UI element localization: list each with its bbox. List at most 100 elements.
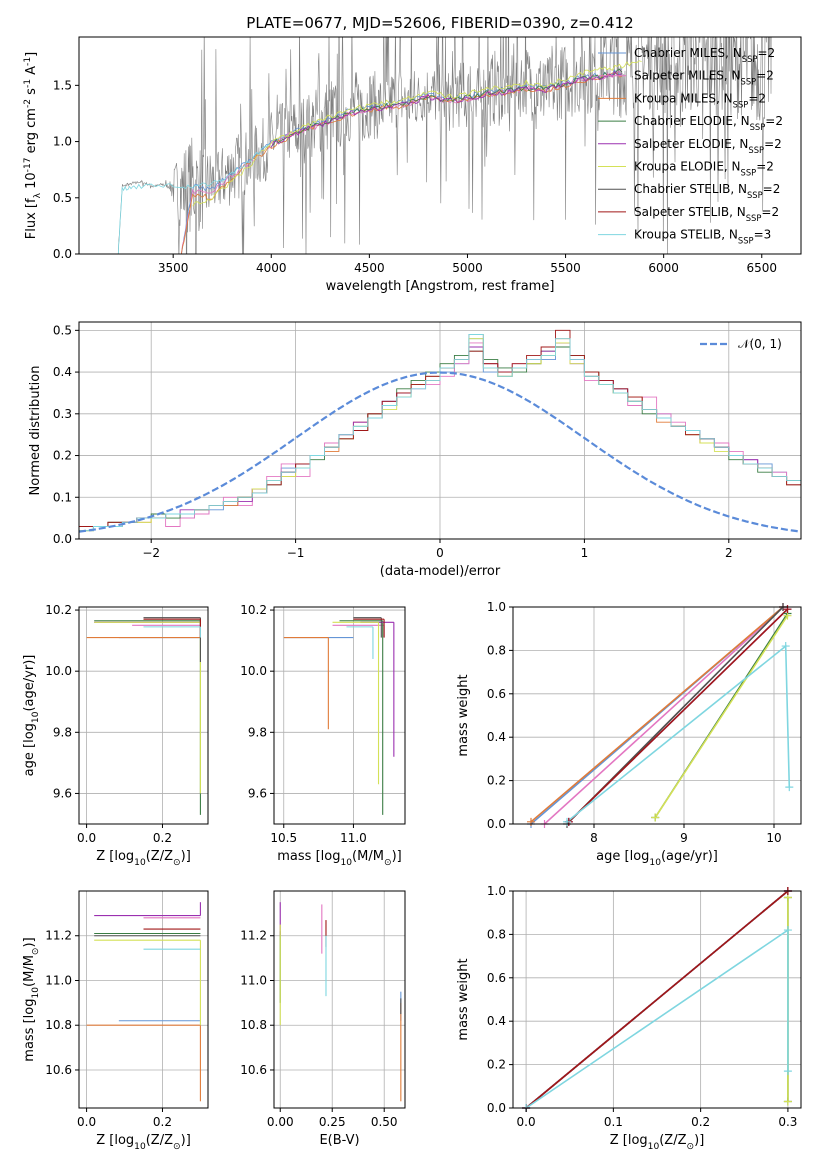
x-tick-label: 4000 <box>256 261 287 275</box>
x-tick-label: 0.0 <box>77 1115 96 1129</box>
y-tick-label: 0.0 <box>487 1101 506 1115</box>
x-tick-label: 4500 <box>354 261 385 275</box>
weight-line <box>526 930 788 1108</box>
legend-label: Salpeter ELODIE, NSSP=2 <box>634 137 782 155</box>
x-tick-label: 0.0 <box>517 1115 536 1129</box>
y-tick-label: 1.0 <box>487 600 506 614</box>
x-axis-label: age [log10(age/yr)] <box>596 849 718 868</box>
legend-label: Salpeter STELIB, NSSP=2 <box>634 205 779 223</box>
y-tick-label: 0.0 <box>53 532 72 546</box>
y-tick-label: 9.6 <box>248 786 267 800</box>
legend-label: 𝒩(0, 1) <box>738 337 782 351</box>
x-tick-label: 1 <box>581 546 589 560</box>
y-axis-label: mass [log10(M/M⊙)] <box>22 937 41 1061</box>
plot-area <box>280 902 401 1101</box>
y-tick-label: 10.8 <box>45 1018 72 1032</box>
legend-label: Chabrier MILES, NSSP=2 <box>634 46 775 64</box>
y-axis-label: Normed distribution <box>28 366 43 496</box>
x-tick-label: 0.00 <box>267 1115 294 1129</box>
axes-frame <box>79 891 208 1108</box>
plot-age-vs-mass: 10.5 11.0 9.6 9.8 10.0 10.2 mass [log10(M/M⊙)] <box>240 603 405 868</box>
x-tick-label: 0.2 <box>153 1115 172 1129</box>
x-tick-label: 10 <box>766 831 781 845</box>
x-tick-label: 0.1 <box>604 1115 623 1129</box>
x-axis-label: (data-model)/error <box>380 564 501 579</box>
plot-area <box>531 607 789 824</box>
x-tick-label: 9 <box>680 831 688 845</box>
y-tick-label: 9.8 <box>248 725 267 739</box>
plot-area <box>87 902 201 1101</box>
y-tick-label: 0.2 <box>487 1058 506 1072</box>
x-tick-label: 2 <box>725 546 733 560</box>
x-tick-label: 0.0 <box>77 831 96 845</box>
plot-area <box>526 891 788 1108</box>
y-tick-label: 0.2 <box>487 774 506 788</box>
weight-marker <box>784 1067 792 1075</box>
y-axis-label: mass weight <box>456 958 471 1040</box>
plot-weight-vs-z: 0.0 0.1 0.2 0.30.00.20.40.60.81.0Z [log10(Z… <box>456 884 801 1152</box>
y-tick-label: 11.2 <box>45 929 72 943</box>
y-tick-label: 0.4 <box>53 365 72 379</box>
y-tick-label: 10.6 <box>45 1063 72 1077</box>
y-tick-label: 1.5 <box>53 78 72 92</box>
weight-marker <box>785 783 793 791</box>
plot-mass-vs-ebv: 0.00 0.25 0.5010.610.811.011.2E(B-V) <box>240 891 405 1148</box>
figure-title: PLATE=0677, MJD=52606, FIBERID=0390, z=0… <box>246 14 633 32</box>
legend: 𝒩(0, 1) <box>700 337 782 351</box>
y-axis-label: Flux [fλ 10-17 erg cm-2 s-1 A-1] <box>23 52 43 239</box>
y-tick-label: 0.6 <box>487 687 506 701</box>
y-tick-label: 11.0 <box>240 973 267 987</box>
y-tick-label: 10.2 <box>45 603 72 617</box>
y-tick-label: 9.8 <box>53 725 72 739</box>
plot-weight-vs-age: 8 9 10 0.0 0.2 0.4 0.6 0.8 1.0 age [log10(age/yr)… <box>456 600 801 868</box>
y-tick-label: 0.4 <box>487 730 506 744</box>
legend-label: Chabrier ELODIE, NSSP=2 <box>634 114 783 132</box>
weight-line <box>569 609 788 822</box>
x-tick-label: 10.5 <box>270 831 297 845</box>
y-tick-label: 0.5 <box>53 191 72 205</box>
weight-line <box>526 891 788 1108</box>
x-tick-label: 0.50 <box>371 1115 398 1129</box>
y-axis-label: mass weight <box>456 674 471 756</box>
y-tick-label: 11.0 <box>45 973 72 987</box>
y-tick-label: 0.1 <box>53 490 72 504</box>
plot-spectrum: Chabrier MILES, NSSP=2 Salpeter MILES, NS… <box>23 0 801 359</box>
x-tick-label: 6500 <box>746 261 777 275</box>
y-tick-label: 0.8 <box>487 927 506 941</box>
weight-line <box>655 616 787 818</box>
y-tick-label: 0.8 <box>487 643 506 657</box>
x-tick-label: −1 <box>287 546 305 560</box>
x-axis-label: Z [log10(Z/Z⊙)] <box>96 1133 191 1152</box>
x-tick-label: 3500 <box>158 261 189 275</box>
y-tick-label: 10.2 <box>240 603 267 617</box>
plot-mass-vs-z: 0.0 0.2 10.6 10.8 11.0 11.2 Z [log10(Z/Z⊙)] mas… <box>22 891 208 1152</box>
y-tick-label: 0.2 <box>53 449 72 463</box>
y-tick-label: 0.4 <box>487 1014 506 1028</box>
y-tick-label: 1.0 <box>487 884 506 898</box>
x-tick-label: 0.2 <box>691 1115 710 1129</box>
x-tick-label: 0.2 <box>153 831 172 845</box>
weight-marker <box>651 813 659 821</box>
y-tick-label: 10.6 <box>240 1063 267 1077</box>
x-tick-label: 6000 <box>648 261 679 275</box>
legend-label: Chabrier STELIB, NSSP=2 <box>634 182 780 200</box>
x-tick-label: 5500 <box>550 261 581 275</box>
y-tick-label: 0.0 <box>487 817 506 831</box>
weight-marker <box>784 1097 792 1105</box>
x-tick-label: 5000 <box>452 261 483 275</box>
plots: Chabrier MILES, NSSP=2Salpeter MILES, NS… <box>22 0 801 1152</box>
x-tick-label: 8 <box>590 831 598 845</box>
x-tick-label: 0 <box>436 546 444 560</box>
y-tick-label: 0.3 <box>53 407 72 421</box>
axes-frame <box>79 607 208 824</box>
x-tick-label: 0.3 <box>778 1115 797 1129</box>
x-axis-label: mass [log10(M/M⊙)] <box>277 849 401 868</box>
x-tick-label: −2 <box>142 546 160 560</box>
plot-age-vs-z: 0.0 0.2 9.6 9.8 10.0 10.2 Z [log10(Z/Z⊙)] age [… <box>22 603 208 868</box>
y-tick-label: 11.2 <box>240 929 267 943</box>
y-tick-label: 10.0 <box>240 664 267 678</box>
legend-label: Kroupa STELIB, NSSP=3 <box>634 228 771 246</box>
y-tick-label: 0.5 <box>53 323 72 337</box>
x-axis-label: wavelength [Angstrom, rest frame] <box>326 279 555 294</box>
